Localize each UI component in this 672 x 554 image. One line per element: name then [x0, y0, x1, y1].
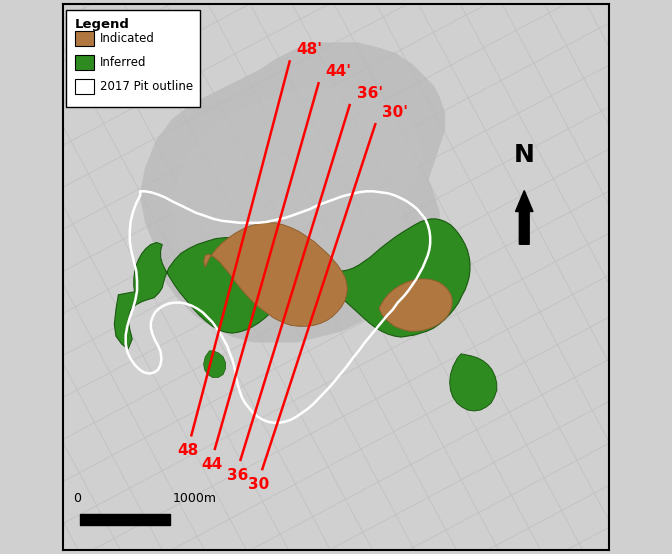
Text: 0: 0	[73, 491, 81, 505]
Text: 2017 Pit outline: 2017 Pit outline	[100, 80, 194, 93]
Polygon shape	[172, 86, 423, 315]
Polygon shape	[450, 354, 497, 411]
Polygon shape	[379, 279, 452, 331]
Text: N: N	[514, 143, 535, 167]
Text: 48': 48'	[297, 42, 323, 57]
Text: 44: 44	[201, 457, 222, 472]
Polygon shape	[114, 219, 470, 349]
Polygon shape	[204, 223, 347, 326]
Text: 1000m: 1000m	[172, 491, 216, 505]
Text: 36: 36	[226, 468, 248, 483]
Text: 36': 36'	[357, 86, 383, 101]
Polygon shape	[140, 42, 445, 342]
Text: Inferred: Inferred	[100, 56, 146, 69]
Text: Indicated: Indicated	[100, 32, 155, 45]
FancyBboxPatch shape	[66, 9, 200, 107]
Text: 44': 44'	[326, 64, 351, 79]
Polygon shape	[204, 351, 226, 377]
Text: Legend: Legend	[75, 18, 130, 31]
Text: 30': 30'	[382, 105, 409, 120]
Text: 30: 30	[249, 477, 269, 493]
Bar	[75, 31, 94, 46]
Text: 48: 48	[177, 443, 199, 458]
Bar	[75, 55, 94, 70]
Bar	[75, 79, 94, 94]
FancyArrow shape	[515, 191, 533, 244]
